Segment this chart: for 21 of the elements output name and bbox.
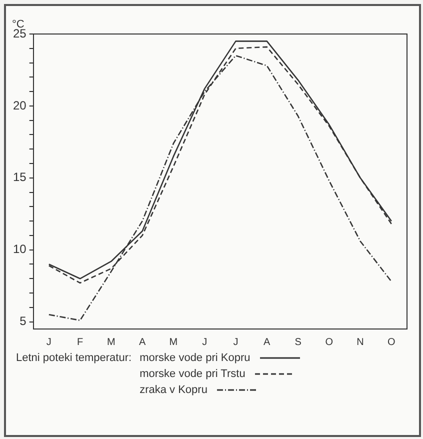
x-tick-label: J [233,336,238,348]
x-tick-label: A [264,336,271,348]
x-tick-label: J [46,336,52,348]
legend-label: morske vode pri Kopru [140,352,250,364]
x-tick-label: M [107,336,116,348]
legend-title: Letni poteki temperatur: [16,352,132,364]
y-tick-label: 25 [12,26,27,40]
y-tick-label: 10 [12,242,27,256]
y-tick-label: 5 [20,314,27,328]
legend-label: morske vode pri Trstu [140,368,246,380]
y-tick-label: 20 [12,98,27,112]
y-tick-label: 15 [12,170,27,184]
x-tick-label: M [169,336,178,348]
x-tick-label: S [294,336,302,348]
x-tick-label: A [138,336,146,348]
legend-label: zraka v Kopru [140,384,208,396]
x-tick-label: N [356,336,364,348]
x-tick-label: O [325,336,334,348]
x-tick-label: J [202,336,208,348]
x-tick-label: O [388,336,396,348]
x-tick-label: F [77,336,84,348]
